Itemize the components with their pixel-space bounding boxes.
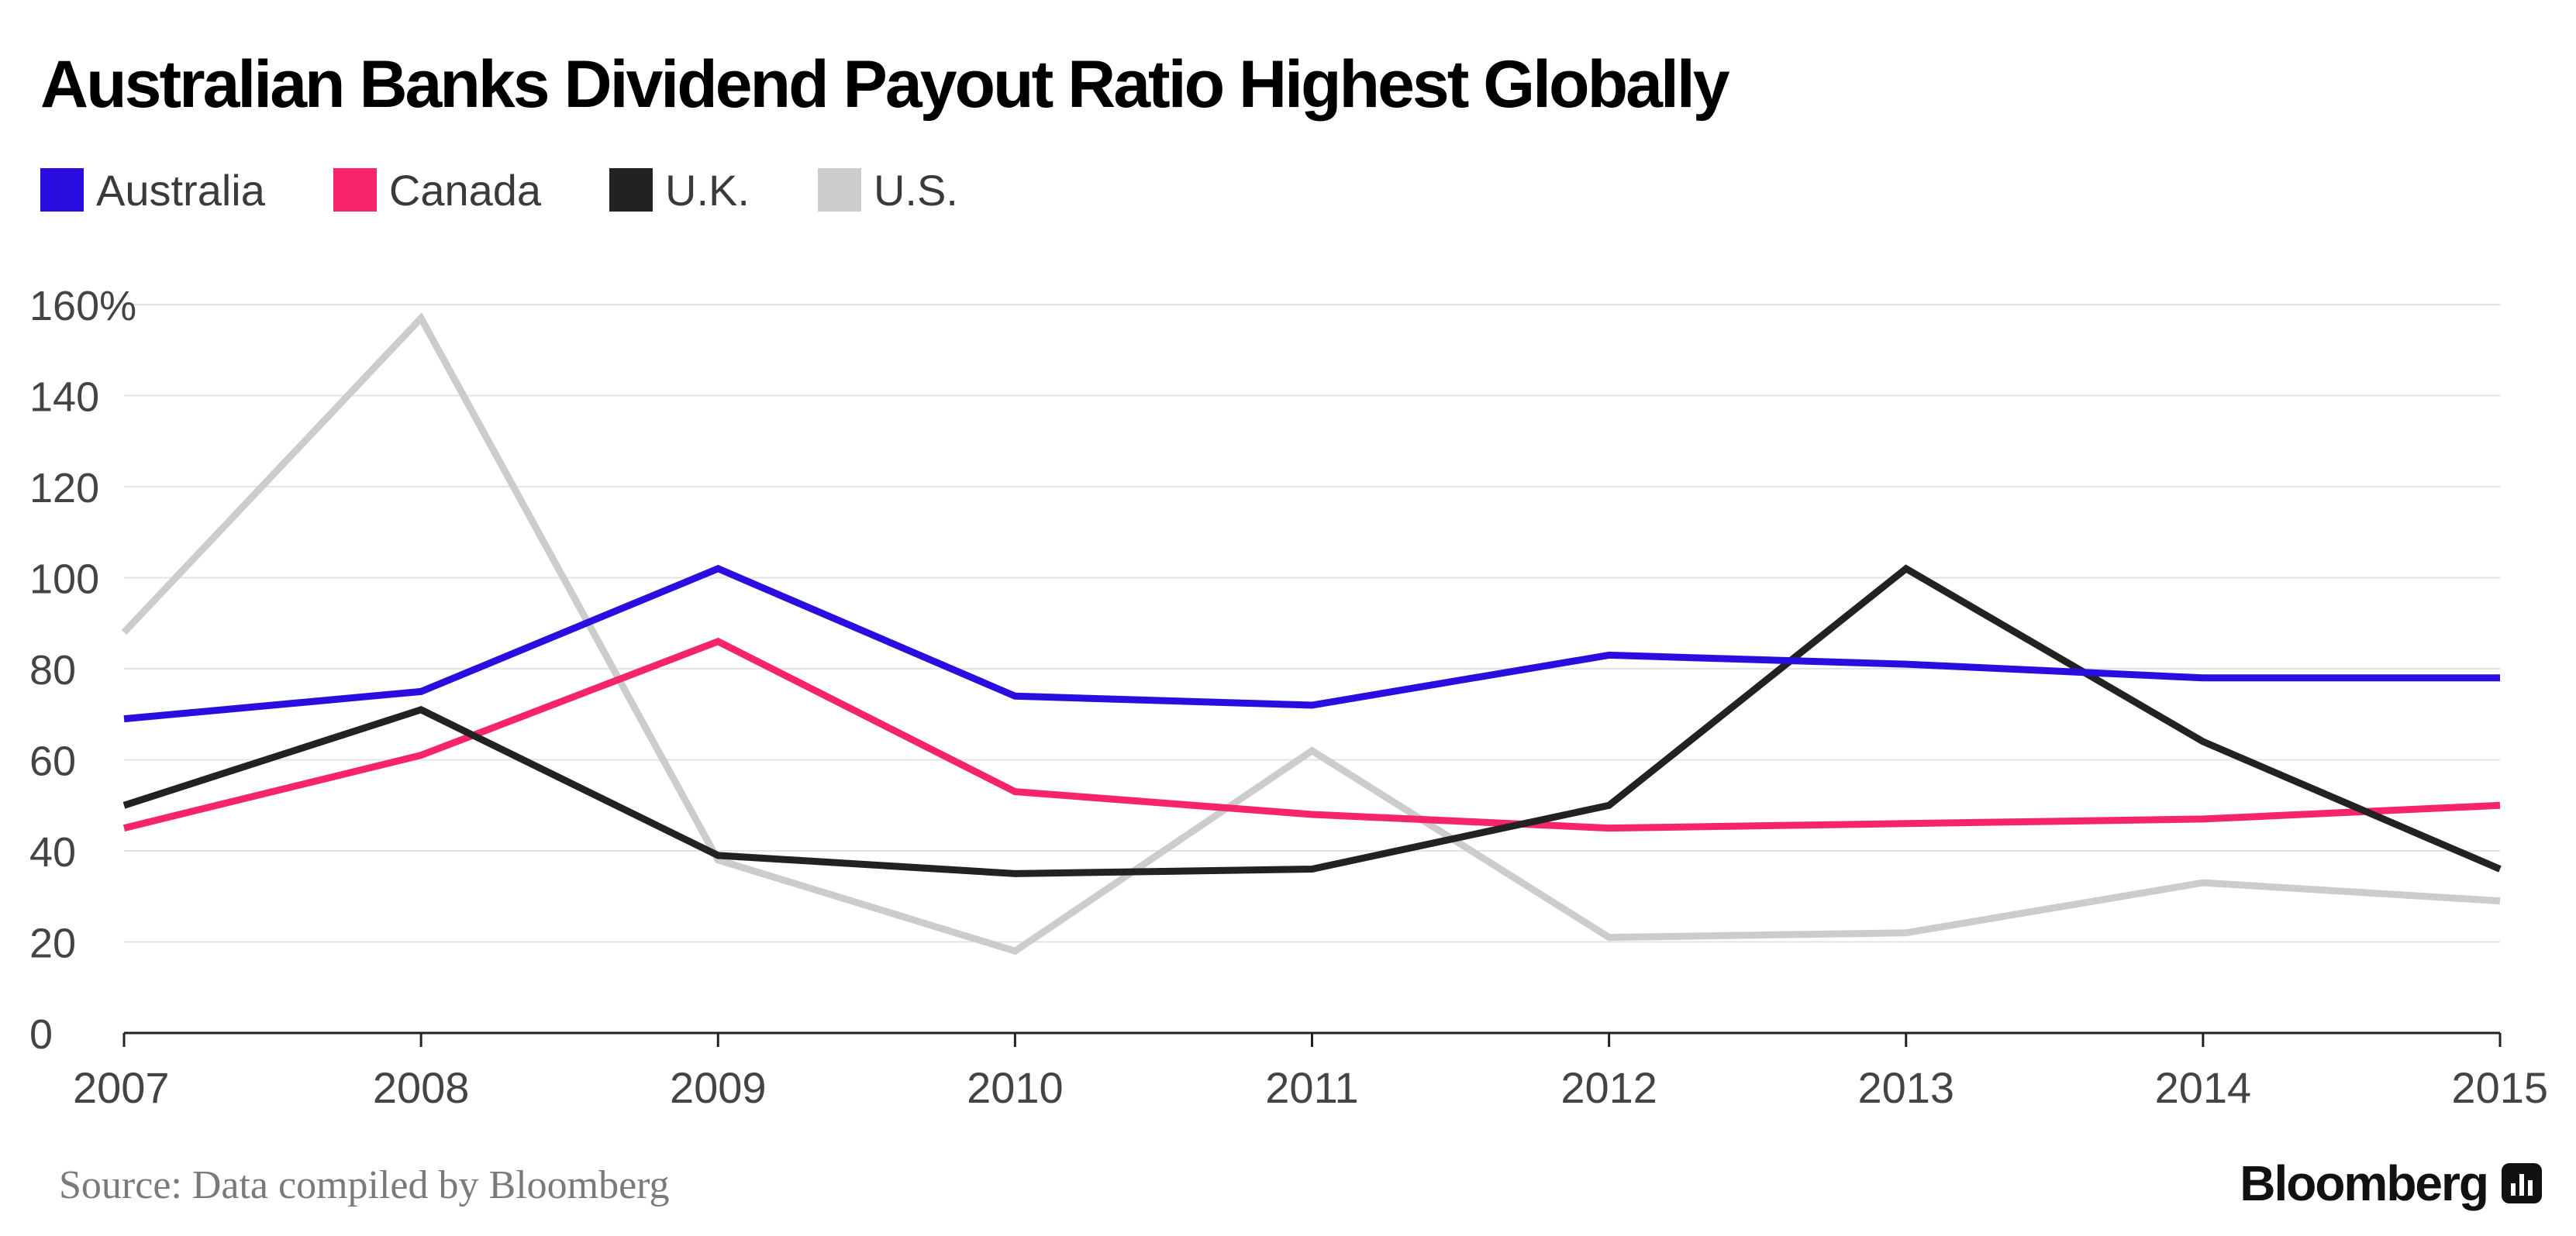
series-line-australia: [123, 564, 2500, 723]
x-tick-label: 2011: [1265, 1063, 1358, 1112]
legend-swatch: [40, 168, 84, 212]
bloomberg-terminal-icon: [2502, 1163, 2542, 1203]
chart-title: Australian Banks Dividend Payout Ratio H…: [40, 47, 1730, 122]
x-tick-label: 2015: [2451, 1063, 2548, 1112]
legend-label: U.K.: [665, 165, 750, 215]
chart-legend: Australia Canada U.K. U.S.: [40, 163, 1026, 217]
gridlines: [124, 304, 2500, 943]
source-note: Source: Data compiled by Bloomberg: [59, 1163, 670, 1207]
y-tick-label: 80: [29, 647, 76, 694]
x-tick-label: 2014: [2155, 1063, 2252, 1112]
legend-item-australia: Australia: [40, 165, 265, 215]
legend-item-u-k: U.K.: [609, 165, 750, 215]
y-tick-label: 100: [29, 556, 99, 603]
legend-swatch: [817, 168, 861, 212]
x-tick-label: 2009: [670, 1063, 767, 1112]
y-tick-label: 60: [29, 739, 76, 785]
series-lines: [121, 312, 2502, 955]
y-tick-label: 120: [29, 465, 99, 511]
y-tick-label: 0: [29, 1011, 53, 1058]
brand: Bloomberg: [2240, 1155, 2542, 1212]
x-tick-label: 2010: [967, 1063, 1064, 1112]
series-line-canada: [122, 637, 2501, 832]
x-tick-label: 2007: [73, 1063, 170, 1112]
x-axis: [122, 1031, 2502, 1047]
x-tick-label: 2012: [1560, 1063, 1657, 1112]
series-line-u-s: [121, 312, 2501, 955]
y-tick-label: 40: [29, 829, 76, 876]
x-tick-label: 2008: [373, 1063, 470, 1112]
legend-item-canada: Canada: [333, 165, 541, 215]
x-tick-label: 2013: [1857, 1063, 1954, 1112]
y-axis-labels: 0 20 40 60 80 100 120 140 160%: [29, 283, 136, 1058]
legend-item-u-s: U.S.: [817, 165, 958, 215]
brand-name: Bloomberg: [2240, 1155, 2489, 1211]
y-tick-label: 140: [29, 374, 99, 421]
legend-label: U.S.: [873, 165, 958, 215]
legend-label: Canada: [388, 165, 542, 215]
y-tick-label: 160%: [29, 283, 136, 329]
legend-label: Australia: [96, 165, 265, 215]
x-axis-labels: 2007 2008 2009 2010 2011 2012 2013 2014 2015: [73, 1063, 2548, 1112]
y-tick-label: 20: [29, 921, 76, 967]
legend-swatch: [333, 168, 377, 212]
series-line-u-k: [122, 564, 2502, 877]
legend-swatch: [609, 168, 653, 212]
